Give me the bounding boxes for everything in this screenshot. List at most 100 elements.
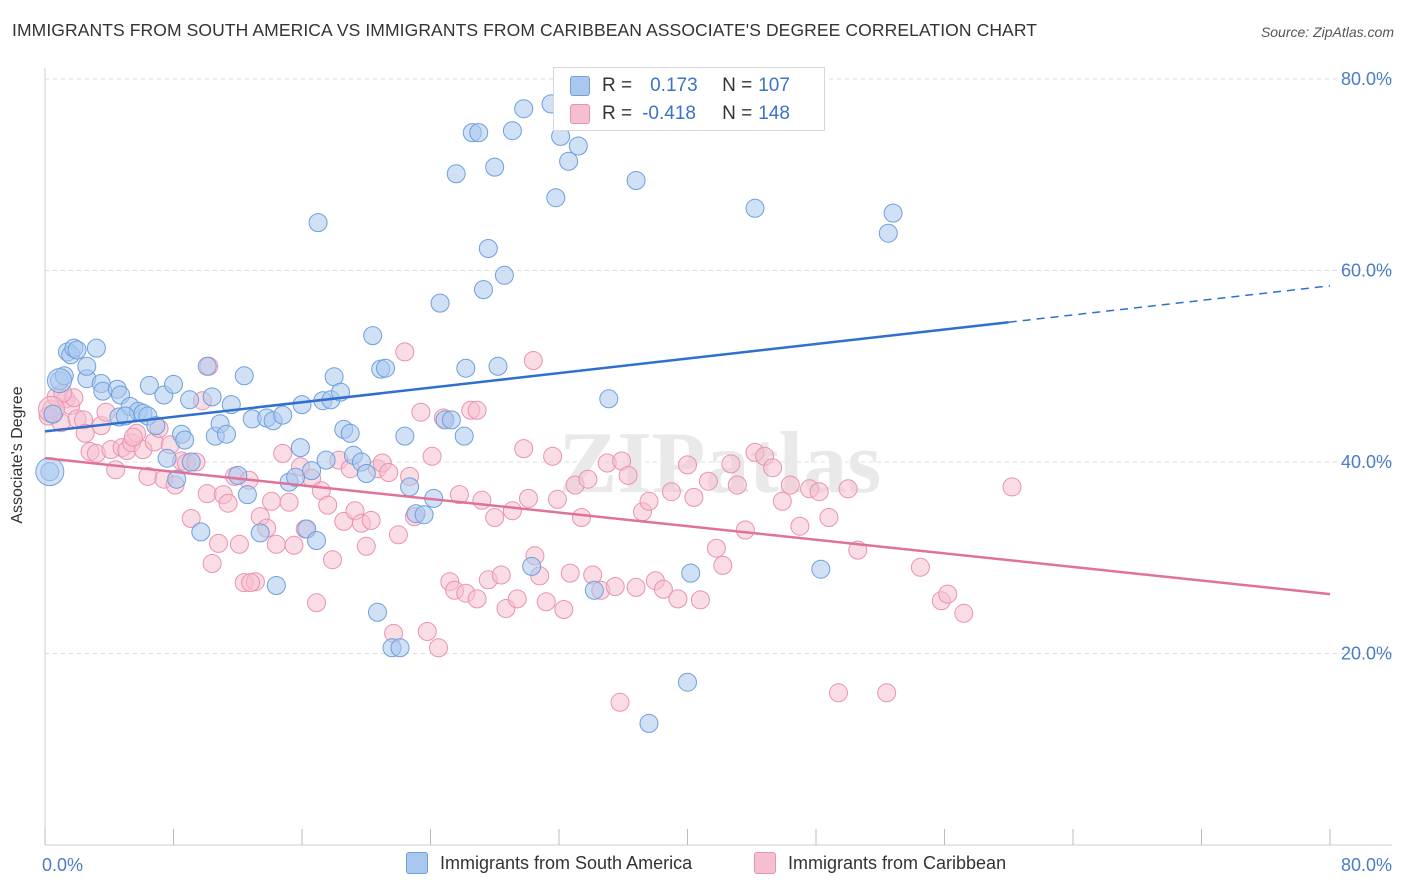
data-point: [146, 416, 166, 436]
data-point: [536, 592, 556, 612]
legend-row-south-america: R = 0.173 N = 107: [570, 73, 790, 99]
data-point: [77, 356, 97, 376]
stats-legend: R = 0.173 N = 107 R = -0.418 N = 148: [553, 67, 825, 131]
data-point: [877, 683, 897, 703]
data-point: [735, 520, 755, 540]
data-point: [485, 508, 505, 527]
data-point: [819, 508, 839, 527]
data-point: [478, 239, 498, 258]
data-point: [474, 280, 493, 300]
data-point: [379, 463, 399, 482]
data-point: [273, 443, 293, 463]
data-point: [363, 326, 383, 346]
data-point: [678, 672, 697, 692]
series-legend-swatch: [406, 852, 428, 874]
trend-line-south-america-extension: [1008, 285, 1331, 323]
data-point: [228, 465, 248, 485]
y-tick-label: 80.0%: [1341, 69, 1392, 89]
data-point-large: [35, 457, 65, 487]
data-point: [605, 577, 625, 596]
legend-r-label: R =: [602, 75, 633, 96]
data-point: [316, 450, 336, 470]
data-point: [318, 495, 338, 515]
data-point: [217, 424, 236, 444]
data-point: [610, 692, 630, 712]
trend-line-south-america: [44, 320, 1009, 433]
data-point: [266, 534, 286, 554]
data-point: [139, 375, 159, 395]
data-point: [400, 477, 420, 497]
data-point: [417, 622, 437, 641]
data-point: [395, 342, 415, 362]
data-point: [626, 577, 646, 597]
data-point: [181, 509, 201, 528]
x-tick-labels: 0.0% 80.0%: [42, 855, 1392, 875]
data-point: [290, 438, 310, 458]
source-label: Source: ZipAtlas.com: [1260, 24, 1394, 40]
data-point: [202, 387, 222, 407]
data-point: [368, 602, 387, 622]
data-point: [86, 338, 106, 358]
trend-line-caribbean: [44, 456, 1331, 596]
data-point: [209, 533, 228, 553]
legend-row-caribbean: R = -0.418 N = 148: [570, 101, 790, 127]
data-point: [706, 538, 726, 558]
data-point: [237, 485, 257, 505]
data-point: [262, 491, 281, 511]
data-point: [361, 510, 381, 530]
data-point: [340, 423, 360, 443]
data-point: [559, 151, 579, 171]
data-point: [560, 563, 580, 583]
data-point: [67, 340, 87, 360]
data-point: [307, 531, 326, 550]
data-point: [43, 404, 63, 424]
data-point: [790, 516, 810, 536]
chart-title: IMMIGRANTS FROM SOUTH AMERICA VS IMMIGRA…: [12, 20, 1038, 40]
data-point: [494, 265, 514, 285]
data-point: [954, 603, 974, 623]
data-point: [546, 188, 566, 208]
data-point: [684, 487, 704, 507]
series-legend-label: Immigrants from Caribbean: [788, 852, 1007, 873]
data-point: [469, 123, 489, 143]
data-point: [554, 600, 574, 619]
data-point: [167, 469, 187, 489]
data-point: [284, 535, 304, 555]
data-point: [626, 171, 646, 190]
y-tick-label: 60.0%: [1341, 261, 1392, 281]
data-point: [568, 136, 588, 156]
data-point: [502, 121, 522, 141]
data-point: [507, 589, 527, 609]
legend-r-value: -0.418: [642, 103, 696, 124]
data-point: [241, 573, 261, 593]
data-point: [467, 400, 487, 420]
data-point: [502, 501, 522, 521]
data-point: [323, 550, 342, 570]
data-point: [811, 559, 831, 579]
series-legend-label: Immigrants from South America: [440, 852, 693, 873]
data-point: [250, 523, 270, 543]
y-tick-label: 40.0%: [1341, 452, 1392, 472]
legend-r-value: 0.173: [650, 75, 698, 96]
data-point: [202, 554, 222, 573]
data-point: [713, 555, 733, 575]
data-point: [639, 713, 659, 733]
data-point: [422, 446, 442, 466]
series-legend-swatch: [754, 852, 776, 874]
data-point: [772, 491, 792, 511]
data-point: [123, 427, 143, 447]
data-point: [175, 430, 195, 450]
data-point: [266, 576, 286, 595]
data-point: [456, 358, 476, 378]
data-point: [157, 448, 177, 468]
data-point: [1002, 477, 1022, 497]
legend-n-label: N =: [722, 103, 753, 124]
data-point: [572, 508, 591, 527]
data-point: [430, 293, 450, 313]
data-point: [523, 351, 543, 370]
series-legend-south-america: Immigrants from South America: [406, 852, 692, 874]
data-point: [910, 557, 930, 577]
data-point: [678, 455, 697, 475]
trend-lines: [44, 285, 1331, 596]
